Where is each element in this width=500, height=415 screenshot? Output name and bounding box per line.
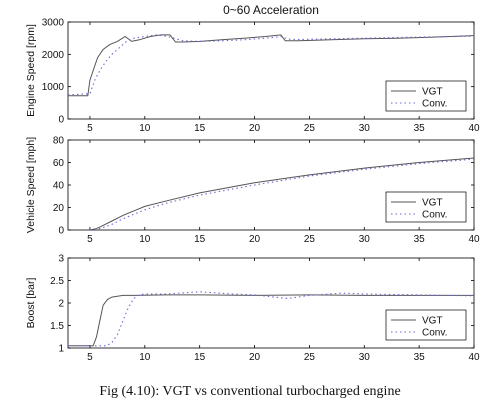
legend-label-conv: Conv. (422, 210, 447, 221)
x-tick-label: 40 (468, 352, 480, 363)
y-tick-label: 1000 (42, 82, 65, 93)
legend-label-vgt: VGT (422, 316, 443, 327)
x-tick-label: 35 (414, 352, 426, 363)
legend-label-vgt: VGT (422, 87, 443, 98)
x-tick-label: 5 (87, 352, 93, 363)
y-tick-label: 2 (58, 299, 64, 310)
x-tick-label: 15 (194, 352, 206, 363)
figure-caption: Fig (4.10): VGT vs conventional turbocha… (99, 384, 401, 399)
x-tick-label: 40 (468, 123, 480, 134)
x-tick-label: 40 (468, 234, 480, 245)
x-tick-label: 35 (414, 234, 426, 245)
series-line-vgt (68, 294, 474, 347)
legend-box (385, 191, 467, 223)
x-tick-label: 30 (359, 352, 371, 363)
x-tick-label: 10 (139, 234, 151, 245)
x-tick-label: 30 (359, 123, 371, 134)
legend-label-conv: Conv. (422, 99, 447, 110)
plot-area (67, 21, 475, 120)
y-tick-label: 3000 (42, 18, 65, 29)
y-tick-label: 20 (53, 203, 65, 214)
x-tick-label: 30 (359, 234, 371, 245)
y-tick-label: 0 (58, 115, 64, 126)
y-tick-label: 80 (53, 136, 65, 147)
x-tick-label: 25 (304, 352, 316, 363)
x-tick-label: 10 (139, 352, 151, 363)
chart-panel-3: 5 10 15 20 25 30 35 40 1 1.5 2 2.5 3 Boost [bar] VGTCo… (25, 254, 480, 364)
y-tick-label: 3 (58, 254, 64, 265)
chart-title: 0~60 Acceleration (223, 3, 319, 17)
y-axis-label: Engine Speed [rpm] (25, 24, 37, 117)
x-tick-label: 15 (194, 234, 206, 245)
y-axis-label: Boost [bar] (25, 278, 37, 329)
y-tick-label: 0 (58, 226, 64, 237)
x-tick-label: 20 (249, 352, 261, 363)
y-tick-label: 60 (53, 158, 65, 169)
y-tick-label: 1.5 (50, 321, 64, 332)
x-tick-label: 10 (139, 123, 151, 134)
x-tick-label: 5 (87, 123, 93, 134)
y-axis-label: Vehicle Speed [mph] (25, 137, 37, 233)
legend-label-conv: Conv. (422, 328, 447, 339)
y-tick-label: 1 (58, 344, 64, 355)
legend-label-vgt: VGT (422, 198, 443, 209)
series-line-conv (68, 291, 474, 347)
x-tick-label: 15 (194, 123, 206, 134)
x-tick-label: 20 (249, 123, 261, 134)
series-line-conv (68, 34, 474, 96)
y-tick-label: 2.5 (50, 276, 64, 287)
chart-panel-1: 5 10 15 20 25 30 35 40 0 1000 2000 3000 Engine Speed… (25, 18, 480, 135)
x-tick-label: 20 (249, 234, 261, 245)
x-tick-label: 5 (87, 234, 93, 245)
chart-panel-2: 5 10 15 20 25 30 35 40 0 20 40 60 80 Vehicle Speed [m… (25, 136, 480, 246)
series-line-vgt (68, 34, 474, 97)
series-line-vgt (89, 157, 474, 230)
x-tick-label: 35 (414, 123, 426, 134)
legend-box (385, 80, 467, 112)
legend-box (385, 309, 467, 341)
y-tick-label: 40 (53, 181, 65, 192)
x-tick-label: 25 (304, 234, 316, 245)
x-tick-label: 25 (304, 123, 316, 134)
y-tick-label: 2000 (42, 50, 65, 61)
